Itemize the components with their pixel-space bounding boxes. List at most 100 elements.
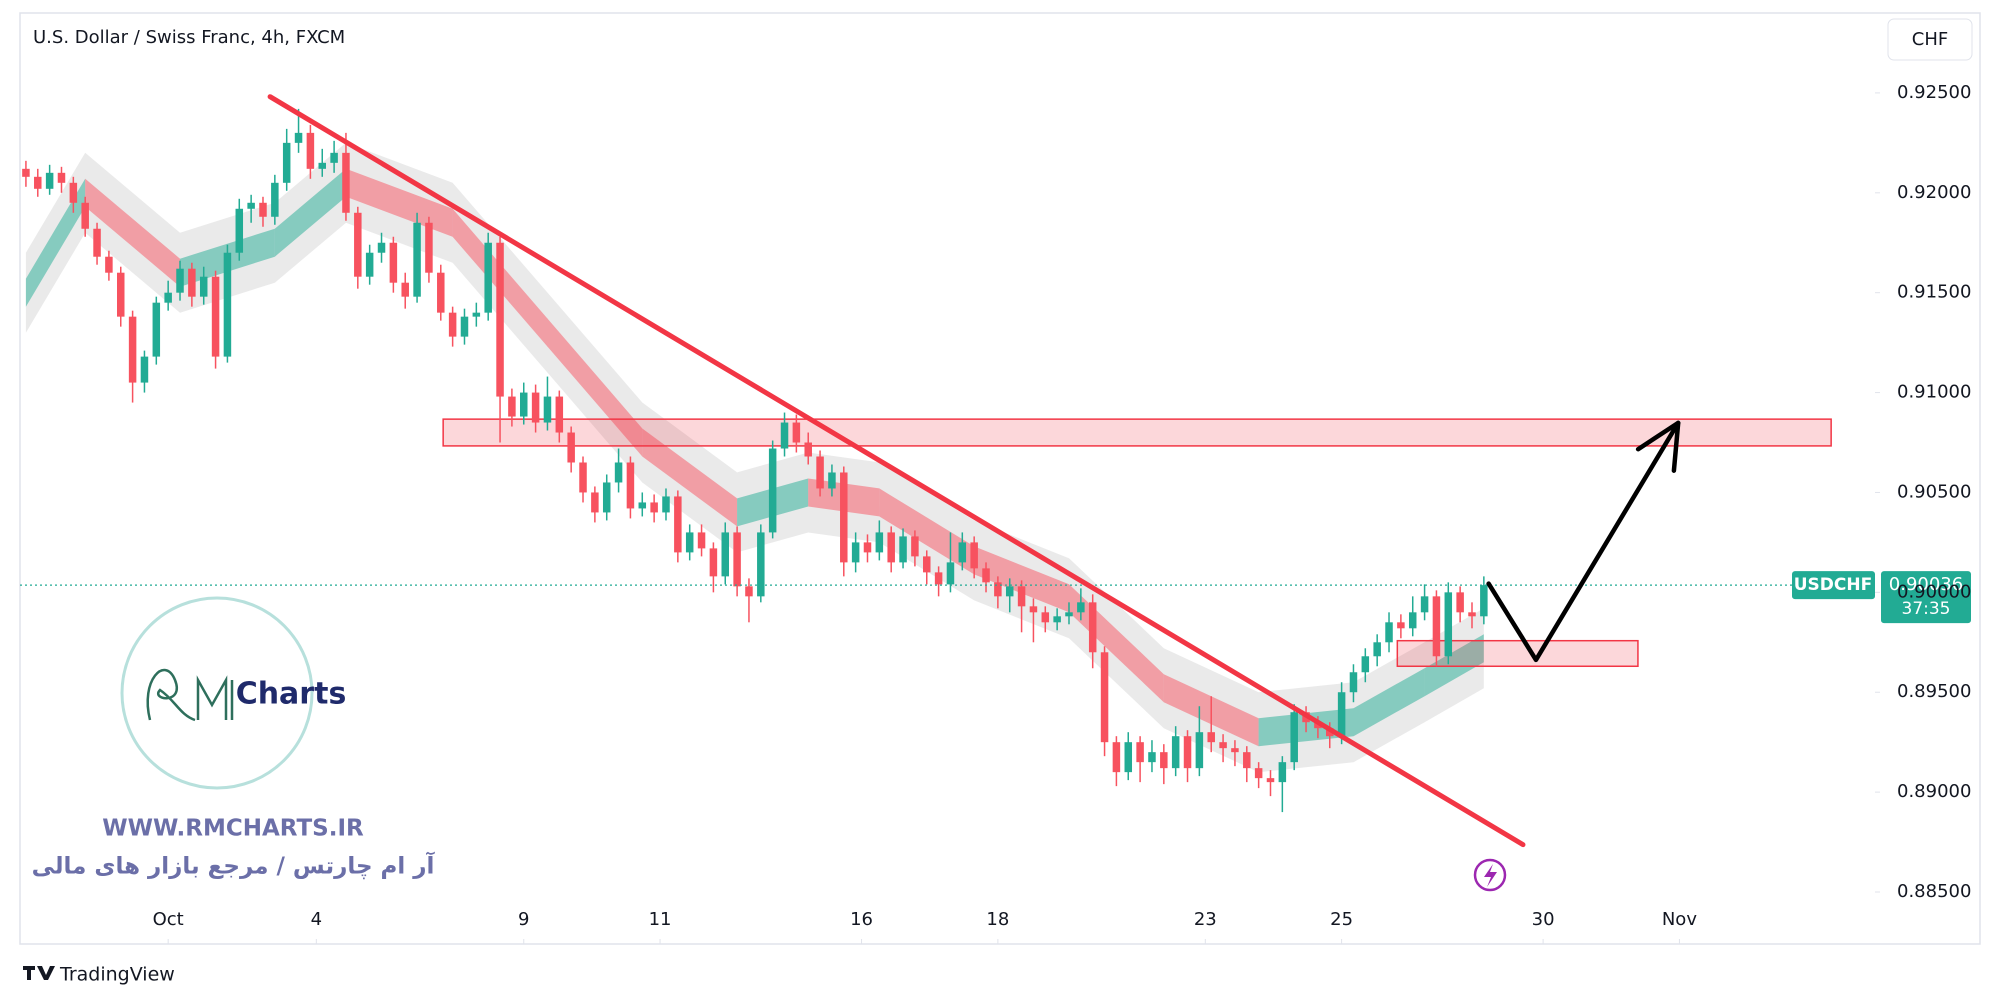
y-tick-label: 0.89500 [1897, 681, 1971, 702]
candle-body [1100, 652, 1109, 743]
candle-body [579, 462, 587, 493]
candle-body [81, 202, 89, 229]
candle-body [34, 176, 42, 189]
candle-body [188, 268, 196, 297]
candle-body [1397, 622, 1405, 629]
candle-body [496, 242, 504, 397]
candle-body [484, 242, 492, 313]
candle-body [1243, 752, 1251, 769]
candle-body [152, 302, 161, 357]
alert-bolt[interactable] [1484, 864, 1497, 887]
candle-body [235, 208, 244, 253]
x-tick-label: 18 [986, 909, 1009, 930]
candle-body [1207, 732, 1215, 743]
candle-body [211, 276, 220, 357]
watermark-logo: Charts [120, 596, 347, 790]
currency-label[interactable]: CHF [1912, 29, 1948, 50]
candle-body [863, 542, 872, 553]
candle-body [994, 582, 1002, 597]
candle-body [413, 222, 421, 297]
ribbon-segment [1353, 668, 1425, 737]
candle-body [697, 532, 706, 549]
candle-body [1373, 642, 1381, 657]
candle-body [1148, 752, 1156, 763]
footer: TradingView [59, 964, 175, 986]
candle-body [1408, 612, 1417, 629]
candle-body [1171, 736, 1180, 769]
candle-body [602, 482, 611, 513]
last-price-tag [1881, 571, 1971, 624]
candle-body [520, 392, 528, 417]
candle-body [780, 422, 789, 449]
candle-body [1444, 592, 1453, 657]
candle-body [887, 532, 895, 563]
y-tick-label: 0.88500 [1897, 881, 1971, 902]
last-price-label: 0.90036 [1889, 574, 1963, 595]
candle-body [365, 252, 374, 277]
candle-body [555, 396, 564, 433]
candle-body [768, 448, 777, 533]
y-tick-label: 0.89000 [1897, 781, 1971, 802]
candle-body [1005, 586, 1014, 597]
candle-body [1065, 612, 1073, 617]
candle-body [69, 182, 78, 203]
candle-body [93, 228, 101, 257]
candle-body [128, 316, 137, 383]
candle-body [733, 532, 741, 587]
alert-icon[interactable] [1473, 858, 1507, 892]
x-tick-label: 23 [1194, 909, 1217, 930]
x-tick-label: 11 [649, 909, 672, 930]
candle-body [1017, 586, 1026, 607]
logo-text: Charts [236, 677, 347, 712]
candle-body [792, 422, 801, 443]
currency-button[interactable] [1887, 18, 1973, 61]
y-tick-label: 0.90500 [1897, 481, 1971, 502]
candle-body [1385, 622, 1393, 643]
candle-body [105, 256, 113, 273]
candle-body [294, 132, 303, 143]
candle-body [946, 562, 955, 585]
candle-body [1219, 742, 1227, 749]
candle-body [354, 212, 362, 277]
candle-body [1420, 596, 1429, 613]
candle-body [899, 536, 907, 563]
candle-body [247, 202, 255, 209]
x-tick-label: Oct [153, 909, 184, 930]
trendline [267, 94, 1526, 848]
projection-path [1486, 420, 1681, 663]
candle-body [757, 532, 765, 597]
ribbon-envelope [25, 142, 1484, 773]
projection-arrowhead [1635, 420, 1681, 473]
candle-body [1361, 656, 1370, 673]
candle-body [1077, 602, 1085, 613]
candle-body [1124, 742, 1133, 773]
x-tick-label: 16 [850, 909, 873, 930]
ribbon-segment [346, 168, 453, 237]
candle-body [330, 152, 338, 163]
candle-body [57, 172, 66, 183]
logo-mark [146, 668, 234, 722]
candle-body [1254, 768, 1263, 779]
y-tick-label: 0.92500 [1897, 82, 1971, 103]
candle-body [1456, 592, 1464, 613]
candle-body [437, 272, 445, 313]
y-tick-label: 0.91500 [1897, 282, 1971, 303]
candle-body [970, 542, 978, 569]
candle-body [982, 568, 990, 583]
candle-body [1088, 602, 1097, 653]
candle-body [1136, 742, 1144, 763]
candle-body [176, 268, 184, 293]
candle-body [164, 292, 172, 303]
candle-body [306, 132, 315, 169]
candle-body [117, 272, 125, 317]
candle-body [1314, 722, 1322, 729]
y-tick-label: 0.90000 [1897, 581, 1971, 602]
candle-body [342, 152, 350, 213]
candle-body [709, 548, 718, 577]
x-tick-label: 25 [1330, 909, 1353, 930]
candle-body [259, 202, 267, 217]
candle-body [223, 252, 232, 357]
alert-ring[interactable] [1473, 858, 1507, 892]
candle-body [401, 282, 409, 297]
